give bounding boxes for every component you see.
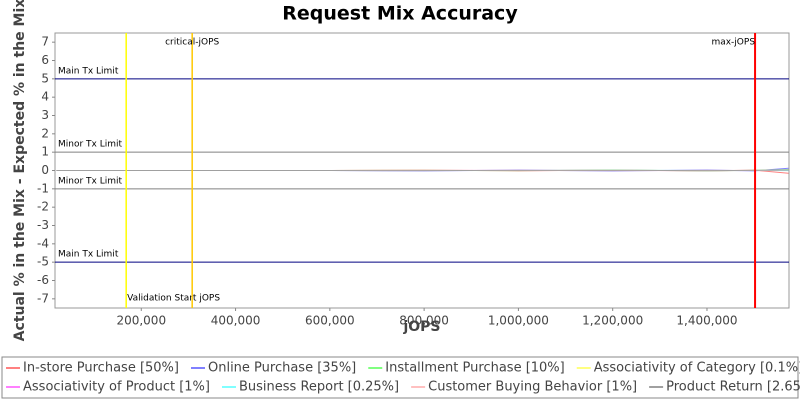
legend-label: Associativity of Category [0.1%] [594, 361, 800, 376]
y-tick-label: 3 [41, 108, 49, 122]
y-tick-label: 4 [41, 90, 49, 104]
chart-title: Request Mix Accuracy [282, 3, 518, 25]
jops-label: Validation Start jOPS [127, 294, 220, 304]
jops-label: critical-jOPS [165, 38, 219, 48]
y-tick-label: -5 [37, 255, 49, 269]
y-tick-label: -3 [37, 218, 49, 232]
x-tick-label: 200,000 [116, 314, 166, 328]
legend [1, 356, 799, 399]
x-tick-label: 800,000 [399, 314, 449, 328]
y-tick-label: -4 [37, 236, 49, 250]
x-tick-label: 600,000 [305, 314, 355, 328]
legend-label: Product Return [2.65%] [666, 380, 800, 395]
legend-label: Customer Buying Behavior [1%] [428, 380, 637, 395]
legend-label: Associativity of Product [1%] [23, 380, 210, 395]
y-axis-label: Actual % in the Mix - Expected % in the … [12, 0, 28, 341]
y-tick-label: 2 [41, 126, 49, 140]
y-tick-label: -1 [37, 181, 49, 195]
legend-label: Online Purchase [35%] [208, 361, 356, 376]
y-tick-label: -2 [37, 200, 49, 214]
series-line [56, 169, 789, 172]
x-tick-label: 400,000 [211, 314, 261, 328]
limit-label: Minor Tx Limit [58, 140, 123, 150]
x-tick-label: 1,400,000 [676, 314, 737, 328]
limit-label: Main Tx Limit [58, 250, 119, 260]
x-tick-label: 1,200,000 [582, 314, 643, 328]
y-tick-label: 0 [41, 163, 49, 177]
legend-label: Business Report [0.25%] [239, 380, 399, 395]
limit-label: Minor Tx Limit [58, 176, 123, 186]
y-tick-label: 1 [41, 145, 49, 159]
y-tick-label: -6 [37, 273, 49, 287]
legend-label: Installment Purchase [10%] [385, 361, 564, 376]
y-tick-label: 7 [41, 35, 49, 49]
y-tick-label: 5 [41, 71, 49, 85]
x-tick-label: 1,000,000 [488, 314, 549, 328]
jops-label: max-jOPS [711, 38, 755, 48]
y-tick-label: 6 [41, 53, 49, 67]
legend-label: In-store Purchase [50%] [23, 361, 179, 376]
y-tick-label: -7 [37, 291, 49, 305]
limit-label: Main Tx Limit [58, 66, 119, 76]
x-axis-label: jOPS [402, 319, 440, 335]
